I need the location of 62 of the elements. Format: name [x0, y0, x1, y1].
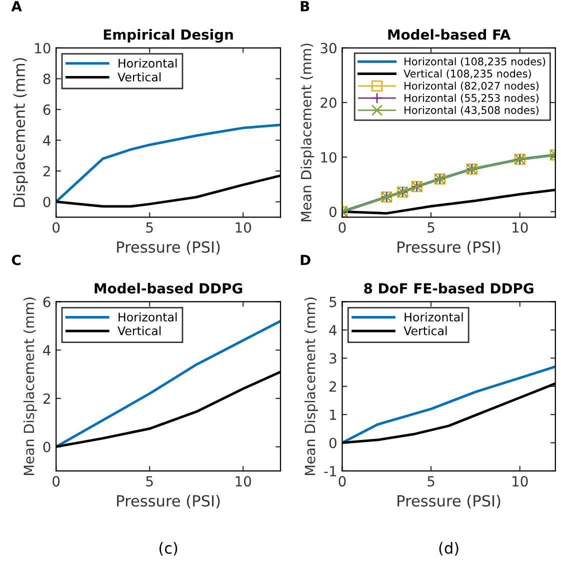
legend-label: Horizontal [404, 312, 463, 322]
x-axis-title: Pressure (PSI) [398, 494, 500, 508]
y-tick-label: 4 [329, 325, 337, 336]
x-axis-title: Pressure (PSI) [398, 241, 500, 255]
x-tick-label: 0 [52, 476, 60, 487]
x-tick-label: 5 [428, 222, 434, 233]
y-tick-label: 6 [43, 104, 50, 115]
chart-title: Model-based FA [388, 29, 511, 40]
legend-label: Vertical [118, 326, 161, 336]
text: A [11, 1, 22, 12]
x-tick-label: 10 [512, 222, 528, 233]
y-tick-label: 0 [329, 206, 336, 218]
y-axis-title: Mean Displacement (mm) [23, 298, 37, 475]
text: (d) [439, 542, 458, 556]
x-tick-label: 0 [338, 476, 346, 487]
x-tick-label: 0 [52, 222, 60, 233]
y-tick-label: 10 [321, 152, 336, 163]
text: B [300, 1, 310, 12]
x-tick-label: 0 [338, 222, 346, 233]
y-tick-label: 30 [320, 42, 336, 54]
legend-label: Horizontal [118, 58, 177, 68]
legend-label: Horizontal (108,235 nodes) [404, 57, 546, 67]
legend-label: Horizontal (82,027 nodes) [404, 82, 538, 91]
y-tick-label: 2 [43, 166, 50, 176]
y-tick-label: 4 [43, 135, 50, 146]
y-tick-label: 4 [43, 345, 50, 356]
y-tick-label: 0 [43, 442, 50, 452]
legend-label: Horizontal (43,508 nodes) [404, 106, 538, 116]
x-tick-label: 10 [236, 476, 252, 487]
y-tick-label: 5 [330, 296, 336, 308]
y-axis-title: Mean Displacement (mm) [304, 298, 318, 475]
x-tick-label: 10 [512, 476, 528, 487]
y-tick-label: 3 [330, 353, 336, 364]
y-tick-label: 6 [43, 296, 50, 308]
legend-label: Horizontal [118, 312, 177, 322]
x-tick-label: 5 [146, 476, 153, 487]
y-tick-label: 20 [320, 97, 336, 108]
text: C [12, 254, 21, 266]
y-tick-label: 2 [43, 393, 50, 404]
legend-label: Vertical [404, 326, 447, 336]
y-tick-label: 0 [329, 438, 336, 448]
text: D [300, 254, 310, 266]
text: (c) [159, 542, 178, 556]
y-tick-label: 1 [330, 410, 336, 420]
x-axis-title: Pressure (PSI) [117, 494, 220, 508]
chart-title: Empirical Design [104, 29, 233, 43]
y-axis-title: Displacement (mm) [13, 58, 28, 207]
y-tick-label: 2 [330, 381, 336, 392]
y-axis-title: Mean Displacement (mm) [300, 44, 314, 222]
x-tick-label: 10 [236, 222, 252, 233]
y-tick-label: 10 [35, 42, 50, 54]
x-tick-label: 5 [428, 476, 434, 487]
y-tick-label: 8 [43, 74, 50, 84]
x-axis-title: Pressure (PSI) [117, 241, 220, 255]
y-tick-label: 0 [43, 196, 50, 208]
y-tick-label: -1 [324, 466, 336, 476]
chart-title: 8 DoF FE-based DDPG [364, 282, 534, 294]
legend-label: Vertical [118, 72, 161, 82]
legend-label: Horizontal (55,253 nodes) [404, 94, 538, 104]
legend-label: Vertical (108,235 nodes) [404, 69, 531, 79]
chart-title: Model-based DDPG [94, 282, 242, 294]
x-tick-label: 5 [146, 222, 153, 233]
